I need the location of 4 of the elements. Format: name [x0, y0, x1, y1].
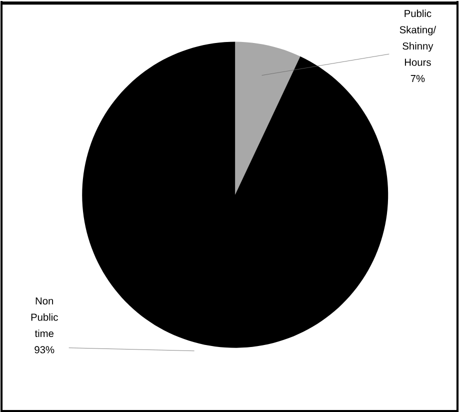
data-label: 7% [410, 74, 425, 82]
data-label: 93% [34, 346, 54, 354]
slice-label: Non Public time [31, 297, 58, 338]
slice-label: Public Skating/ Shinny Hours [400, 10, 436, 66]
